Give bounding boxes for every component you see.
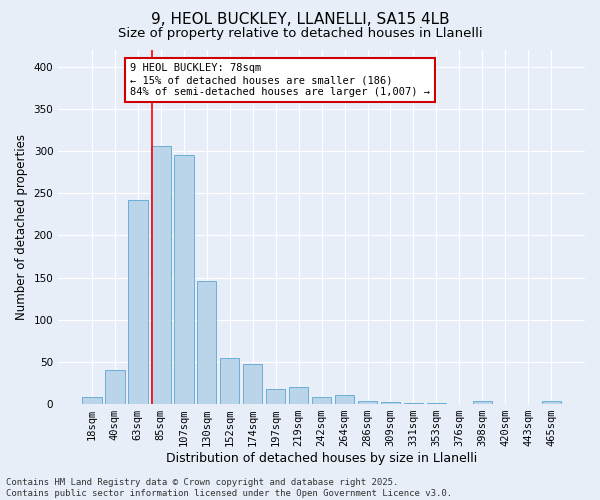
Text: Contains HM Land Registry data © Crown copyright and database right 2025.
Contai: Contains HM Land Registry data © Crown c…: [6, 478, 452, 498]
Bar: [381, 402, 400, 404]
Y-axis label: Number of detached properties: Number of detached properties: [15, 134, 28, 320]
Bar: [105, 370, 125, 404]
Text: 9, HEOL BUCKLEY, LLANELLI, SA15 4LB: 9, HEOL BUCKLEY, LLANELLI, SA15 4LB: [151, 12, 449, 28]
Bar: [335, 395, 355, 404]
Bar: [128, 200, 148, 404]
Bar: [243, 364, 262, 404]
Bar: [289, 387, 308, 404]
Bar: [542, 400, 561, 404]
Text: Size of property relative to detached houses in Llanelli: Size of property relative to detached ho…: [118, 28, 482, 40]
Bar: [312, 398, 331, 404]
Bar: [404, 403, 423, 404]
Bar: [151, 146, 170, 404]
Bar: [82, 398, 101, 404]
Bar: [266, 389, 286, 404]
X-axis label: Distribution of detached houses by size in Llanelli: Distribution of detached houses by size …: [166, 452, 477, 465]
Bar: [197, 281, 217, 404]
Bar: [220, 358, 239, 404]
Bar: [358, 400, 377, 404]
Bar: [427, 403, 446, 404]
Bar: [473, 400, 492, 404]
Text: 9 HEOL BUCKLEY: 78sqm
← 15% of detached houses are smaller (186)
84% of semi-det: 9 HEOL BUCKLEY: 78sqm ← 15% of detached …: [130, 64, 430, 96]
Bar: [174, 154, 194, 404]
